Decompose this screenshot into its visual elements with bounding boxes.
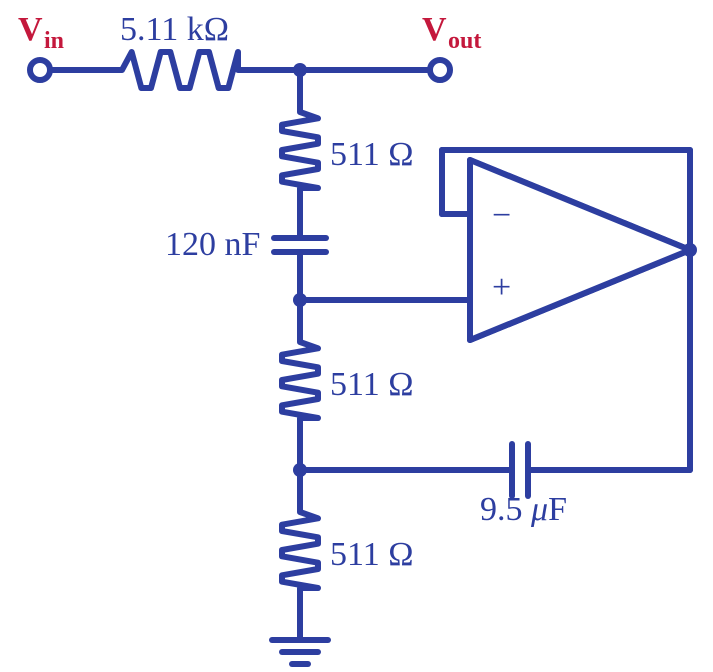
vin-label: V xyxy=(18,11,43,48)
c1-label: 120 nF xyxy=(165,226,260,263)
r4-label: 511 Ω xyxy=(330,536,414,573)
svg-text:out: out xyxy=(448,28,481,54)
r3-label: 511 Ω xyxy=(330,366,414,403)
svg-text:−: − xyxy=(492,197,511,234)
svg-text:in: in xyxy=(44,28,64,54)
r2-label: 511 Ω xyxy=(330,136,414,173)
r1-label: 5.11 kΩ xyxy=(120,11,229,48)
svg-text:+: + xyxy=(492,269,511,306)
vout-label: V xyxy=(422,11,447,48)
c2-label: 9.5 μF xyxy=(480,491,567,528)
